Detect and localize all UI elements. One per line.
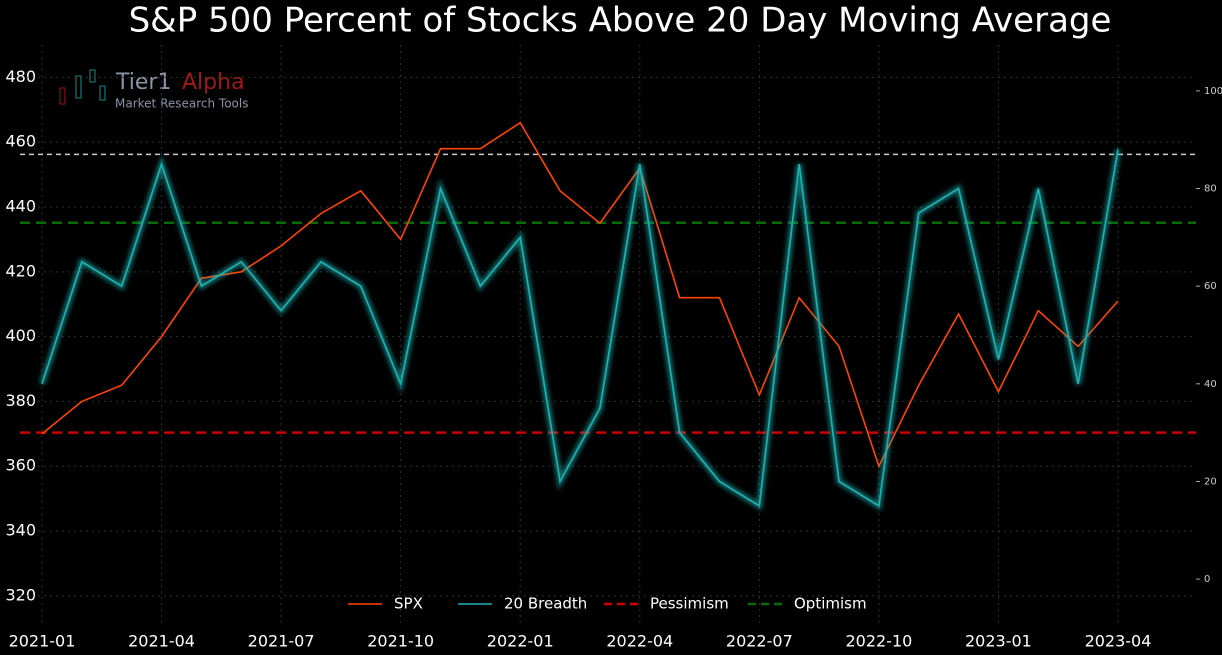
logo-icon — [89, 69, 96, 83]
logo-icon — [75, 75, 82, 99]
x-tick-label: 2022-07 — [726, 632, 793, 651]
legend-label: Pessimism — [650, 595, 729, 613]
line-glow — [39, 148, 1121, 511]
logo-name: Tier1 — [115, 70, 171, 95]
logo-name2: Alpha — [182, 70, 245, 95]
x-tick-label: 2022-04 — [606, 632, 673, 651]
y2-tick-label: 60 — [1204, 281, 1217, 292]
x-tick-label: 2022-10 — [845, 632, 912, 651]
y2-tick-label: 80 — [1204, 184, 1217, 195]
y-tick-label: 460 — [5, 132, 36, 151]
y2-tick-label: 20 — [1204, 476, 1217, 487]
logo: Tier1 Alpha Market Research Tools — [59, 69, 248, 111]
legend-label: SPX — [394, 595, 423, 613]
y-tick-label: 400 — [5, 326, 36, 345]
x-tick-label: 2021-04 — [128, 632, 195, 651]
y-tick-label: 420 — [5, 261, 36, 280]
x-tick-label: 2021-10 — [367, 632, 434, 651]
x-tick-label: 2021-01 — [9, 632, 76, 651]
line — [41, 149, 1119, 508]
x-tick-label: 2021-07 — [248, 632, 315, 651]
y-tick-label: 380 — [5, 391, 36, 410]
logo-icon — [59, 87, 66, 105]
y2-tick-label: 100 — [1204, 86, 1222, 97]
x-tick-label: 2023-01 — [965, 632, 1032, 651]
x-tick-label: 2023-04 — [1085, 632, 1152, 651]
logo-tagline: Market Research Tools — [115, 97, 248, 111]
x-tick-label: 2022-01 — [487, 632, 554, 651]
y-tick-label: 320 — [5, 585, 36, 604]
y-tick-label: 360 — [5, 456, 36, 475]
y2-tick-label: 0 — [1204, 574, 1210, 585]
chart-title: S&P 500 Percent of Stocks Above 20 Day M… — [129, 1, 1112, 41]
y2-tick-label: 40 — [1204, 379, 1217, 390]
y-tick-label: 340 — [5, 521, 36, 540]
y-tick-label: 440 — [5, 197, 36, 216]
legend-label: Optimism — [794, 595, 867, 613]
legend-label: 20 Breadth — [504, 595, 587, 613]
y-tick-label: 480 — [5, 67, 36, 86]
line — [41, 121, 1119, 469]
logo-icon — [99, 85, 106, 101]
